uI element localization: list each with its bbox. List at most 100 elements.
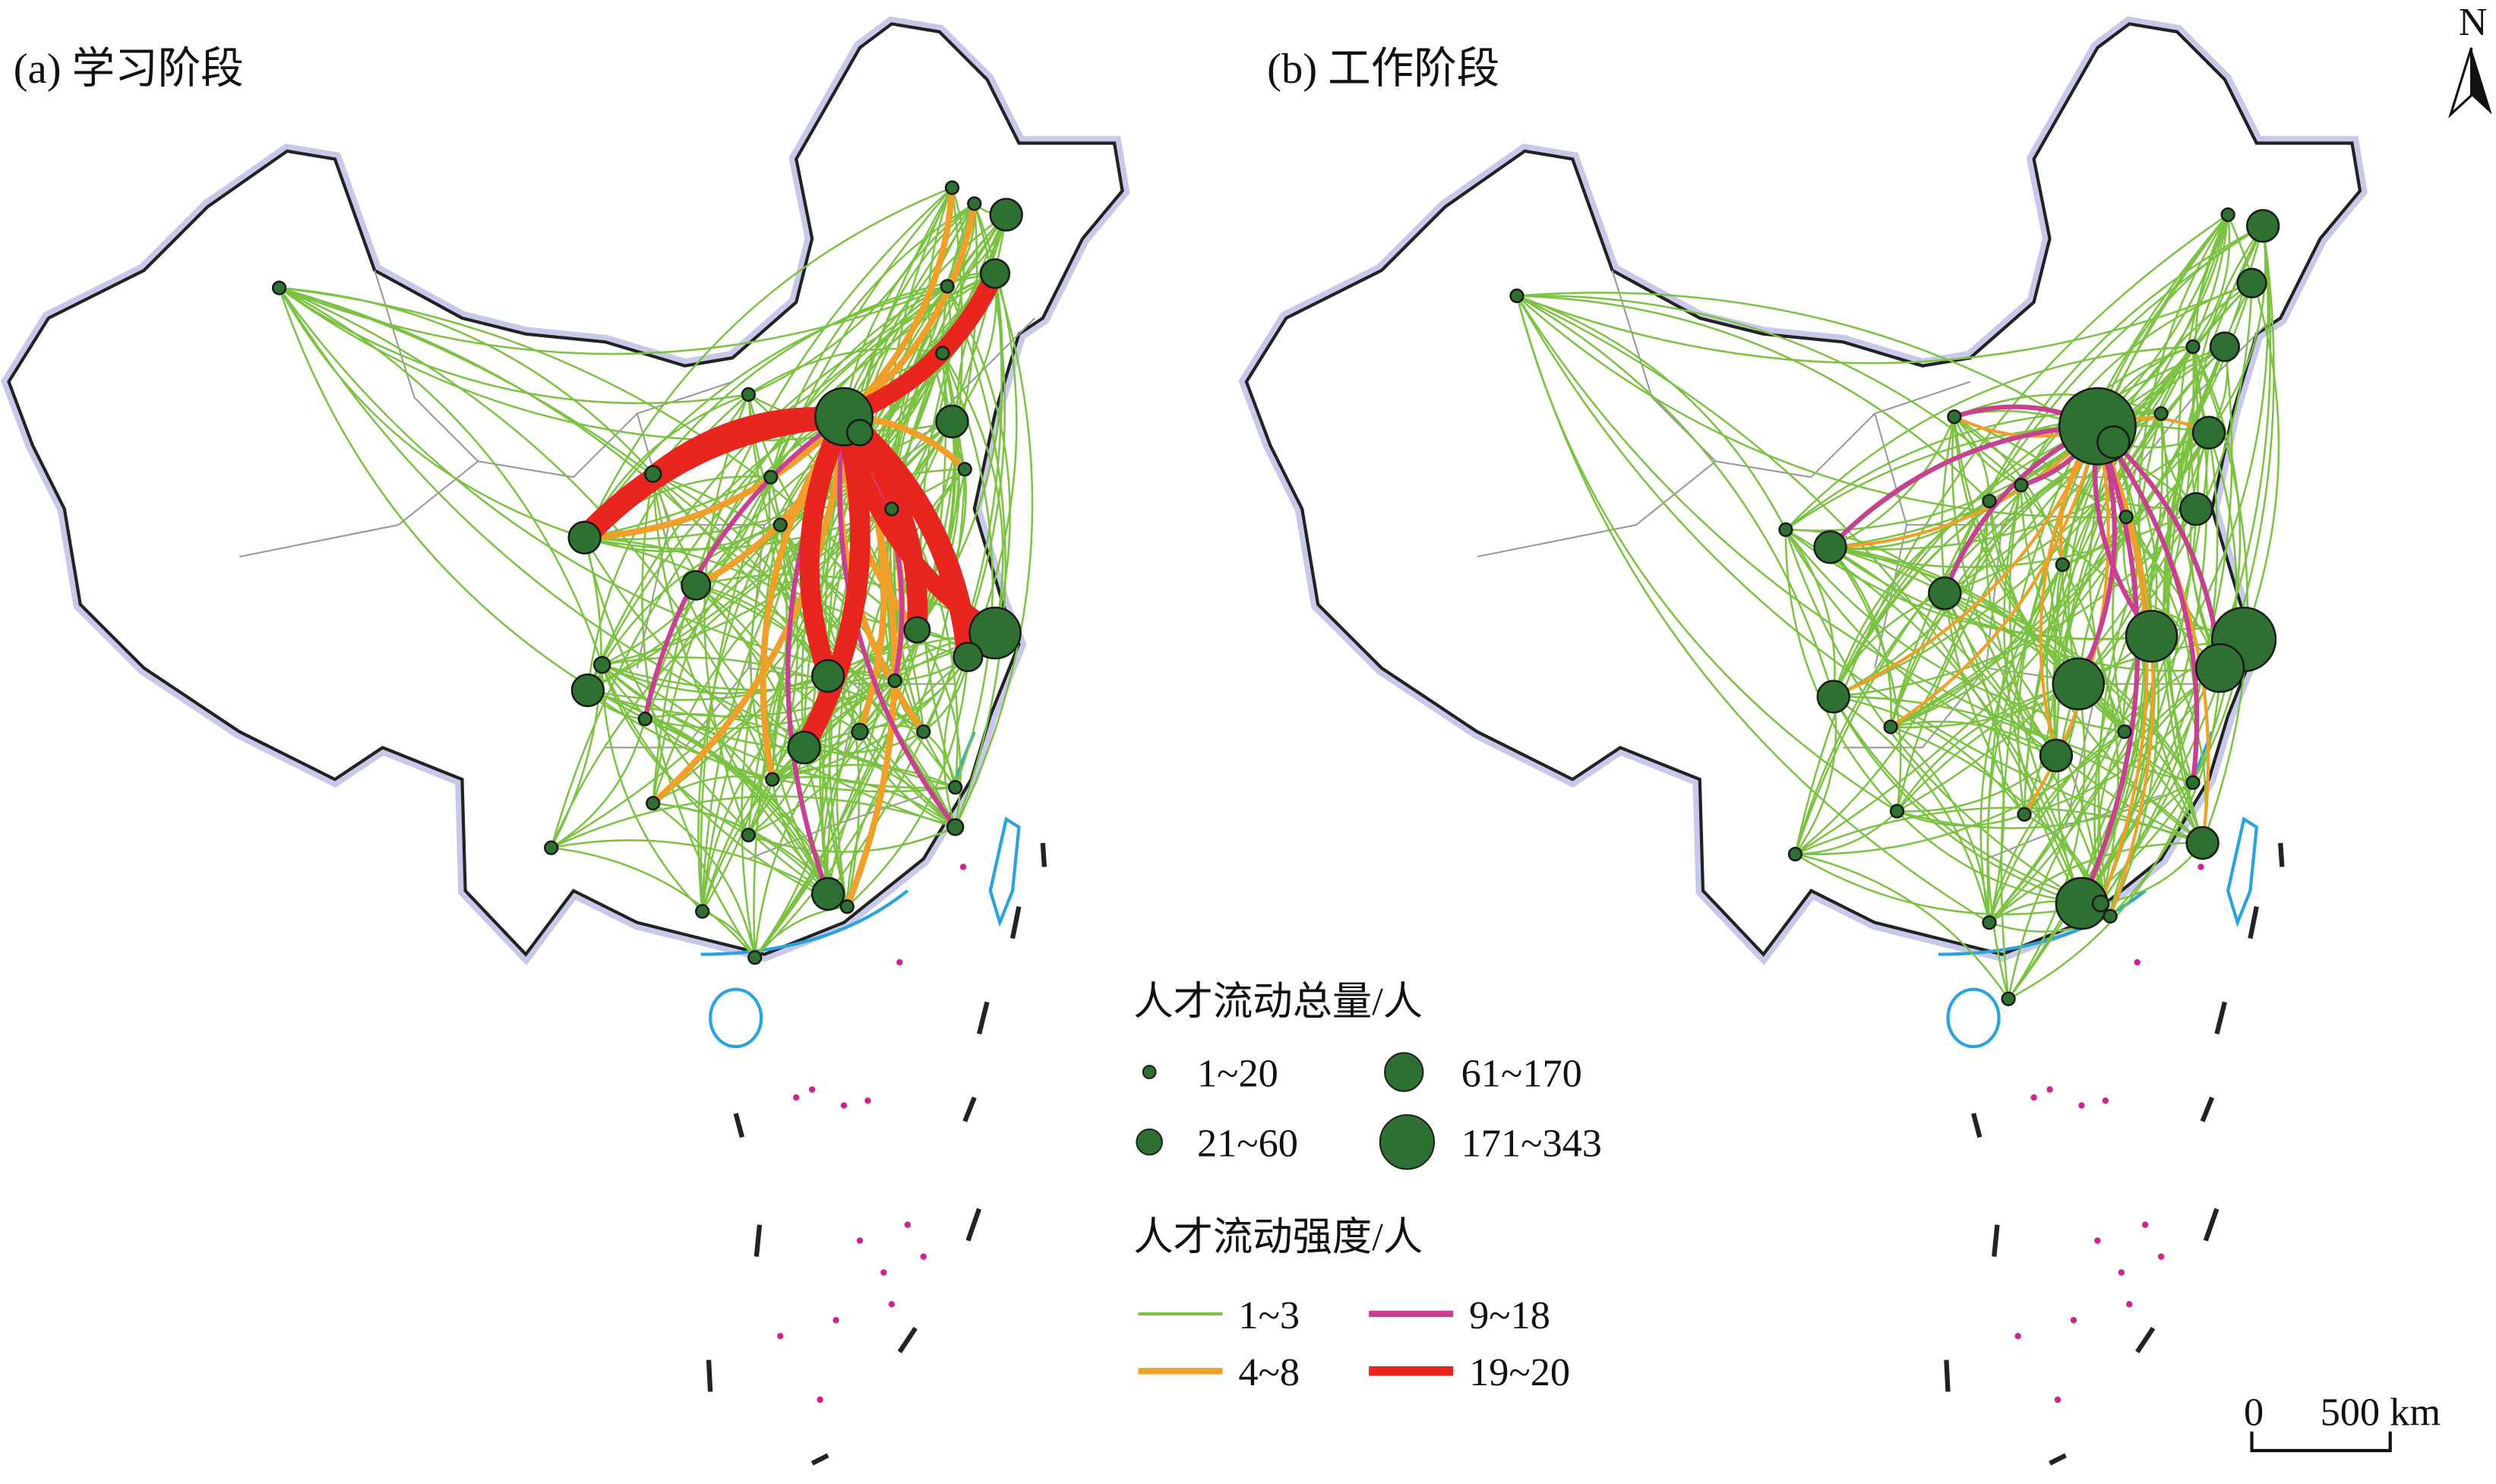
city-node <box>763 469 779 485</box>
flow-line <box>1829 546 1902 813</box>
city-node <box>741 387 757 403</box>
flow-line <box>1515 295 2023 487</box>
flow-line <box>2062 516 2128 566</box>
city-node <box>903 616 931 644</box>
city-node <box>544 840 559 855</box>
city-node <box>2103 908 2118 924</box>
legend-symbol <box>1384 1052 1424 1092</box>
flow-line <box>278 286 586 539</box>
panel-title: (b) 工作阶段 <box>1267 46 1499 93</box>
flow-line <box>916 468 967 631</box>
flow-line <box>652 472 805 749</box>
panel-title: (a) 学习阶段 <box>14 46 244 93</box>
flow-line <box>2008 484 2102 905</box>
city-node <box>968 606 1022 660</box>
flow-line <box>927 186 953 423</box>
flow-line <box>700 186 953 913</box>
city-node <box>2017 807 2032 822</box>
city-node <box>884 501 899 516</box>
city-node <box>2091 894 2110 913</box>
flow-line <box>1784 529 1836 698</box>
legend-label: 171~343 <box>1461 1122 1602 1166</box>
flow-line <box>1953 393 2163 418</box>
city-node <box>592 655 611 674</box>
flow-line <box>1515 295 2204 845</box>
flow-line <box>1794 696 1837 855</box>
flow-line <box>946 285 1006 829</box>
flow-line <box>2023 346 2226 816</box>
city-node <box>2209 331 2241 362</box>
flow-line <box>2191 346 2249 845</box>
city-node <box>935 404 969 439</box>
flow-line <box>858 731 956 829</box>
flow-line <box>794 406 870 758</box>
flow-line <box>747 186 953 396</box>
flow-line <box>1889 440 2115 728</box>
flow-line <box>1979 564 2064 924</box>
city-node <box>916 724 931 740</box>
flow-line <box>278 286 956 788</box>
flow-line <box>1794 500 1991 855</box>
flow-line <box>2190 225 2264 510</box>
city-node <box>979 258 1011 289</box>
flow-line <box>1829 546 2112 917</box>
city-node <box>567 520 602 555</box>
flow-line <box>2007 781 2194 1000</box>
flow-line <box>2109 667 2221 917</box>
north-label: N <box>2459 0 2488 44</box>
flow-line <box>278 286 774 781</box>
flow-line <box>583 285 949 539</box>
flow-line <box>941 352 1004 634</box>
legend-label: 9~18 <box>1469 1293 1550 1337</box>
flow-line <box>278 286 861 442</box>
north-arrow: N <box>2448 0 2492 118</box>
flow-line <box>1515 295 1991 924</box>
flow-line <box>1784 529 2112 917</box>
flow-line <box>2177 213 2229 669</box>
flow-line <box>954 272 1034 829</box>
city-node <box>851 722 869 741</box>
flow-line <box>581 413 848 542</box>
panel-b: (b) 工作阶段 <box>1246 24 2360 1463</box>
flow-line <box>1794 440 2115 855</box>
flow-line <box>2007 683 2086 1000</box>
city-node <box>741 827 757 843</box>
flow-line <box>1828 424 2100 550</box>
city-node <box>1778 522 1793 538</box>
flow-line <box>701 674 829 913</box>
flow-line <box>1832 696 2102 905</box>
flow-layer <box>1515 213 2280 1000</box>
legend-title: 人才流动强度/人 <box>1133 1215 1423 1259</box>
legend: 人才流动总量/人 1~20 21~60 61~170 171~343 人才流动强… <box>1133 980 1602 1394</box>
legend-symbol <box>1136 1128 1163 1156</box>
legend-label: 21~60 <box>1197 1122 1298 1166</box>
city-node <box>989 197 1023 232</box>
flow-line <box>550 839 848 908</box>
scale-bar: 0 500 km <box>2244 1391 2441 1453</box>
flow-line <box>1986 564 2064 1000</box>
flow-line <box>1832 696 1991 924</box>
flow-line <box>1889 225 2264 728</box>
flow-line <box>697 415 845 913</box>
flow-line <box>2096 425 2155 918</box>
flow-line <box>1515 295 1787 531</box>
city-node <box>765 772 780 787</box>
city-node <box>2185 775 2201 791</box>
flow-line <box>1941 415 2026 816</box>
flow-line <box>701 629 918 913</box>
legend-symbol <box>1379 1114 1436 1170</box>
flow-line <box>550 847 757 959</box>
flow-line <box>550 272 997 849</box>
legend-label: 61~170 <box>1461 1051 1582 1095</box>
city-node <box>681 570 712 601</box>
city-node <box>1947 409 1962 425</box>
city-node <box>1889 804 1905 819</box>
flow-line <box>278 286 750 405</box>
city-node <box>845 418 874 447</box>
flow-line <box>1784 529 2058 757</box>
scale-label: 500 km <box>2321 1391 2441 1435</box>
city-node <box>1816 680 1850 714</box>
scale-label: 0 <box>2244 1391 2264 1435</box>
flow-line <box>641 472 757 959</box>
